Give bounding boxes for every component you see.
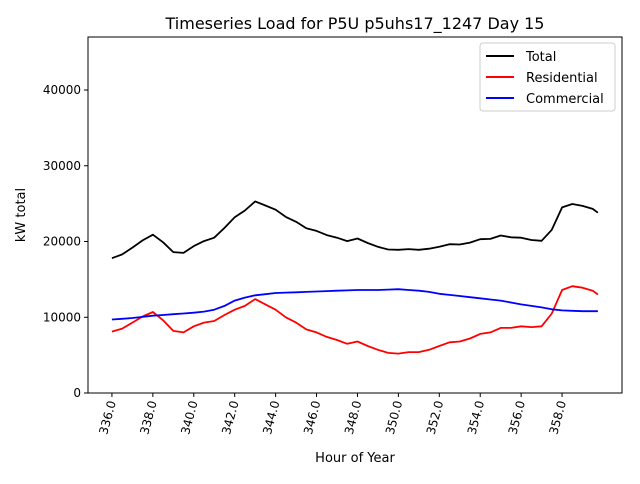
x-tick-label: 350.0 [383, 399, 405, 436]
x-axis-label: Hour of Year [315, 451, 395, 466]
x-tick-label: 358.0 [547, 399, 569, 436]
x-tick-label: 346.0 [301, 399, 323, 436]
legend-box [479, 42, 616, 112]
x-tick-label: 354.0 [465, 399, 487, 436]
y-tick-label: 20000 [43, 235, 81, 249]
legend: Total Residential Commercial [479, 42, 616, 112]
x-tick-label: 352.0 [424, 399, 446, 436]
y-tick-label: 30000 [43, 159, 81, 173]
x-axis-ticks: 336.0 338.0 340.0 342.0 344.0 346.0 348.0 350.0… [96, 393, 569, 436]
y-tick-label: 40000 [43, 83, 81, 97]
x-tick-label: 356.0 [506, 399, 528, 436]
plot-frame [87, 36, 623, 394]
x-tick-label: 338.0 [137, 399, 159, 436]
x-tick-label: 336.0 [96, 399, 118, 436]
series-line-residential [111, 285, 599, 355]
series-line-commercial [111, 288, 598, 321]
legend-label-total: Total [525, 50, 556, 65]
y-axis-label: kW total [14, 188, 29, 242]
y-tick-label: 0 [73, 386, 81, 400]
x-tick-label: 344.0 [260, 399, 282, 436]
series-layer [111, 200, 599, 355]
series-line-total [111, 200, 599, 260]
x-tick-label: 348.0 [342, 399, 364, 436]
legend-label-residential: Residential [526, 71, 598, 86]
x-tick-label: 342.0 [219, 399, 241, 436]
y-axis-ticks: 0 10000 20000 30000 40000 [43, 83, 88, 400]
x-tick-label: 340.0 [178, 399, 200, 436]
y-tick-label: 10000 [43, 310, 81, 324]
legend-label-commercial: Commercial [526, 92, 604, 107]
chart-title: Timeseries Load for P5U p5uhs17_1247 Day… [165, 14, 545, 34]
